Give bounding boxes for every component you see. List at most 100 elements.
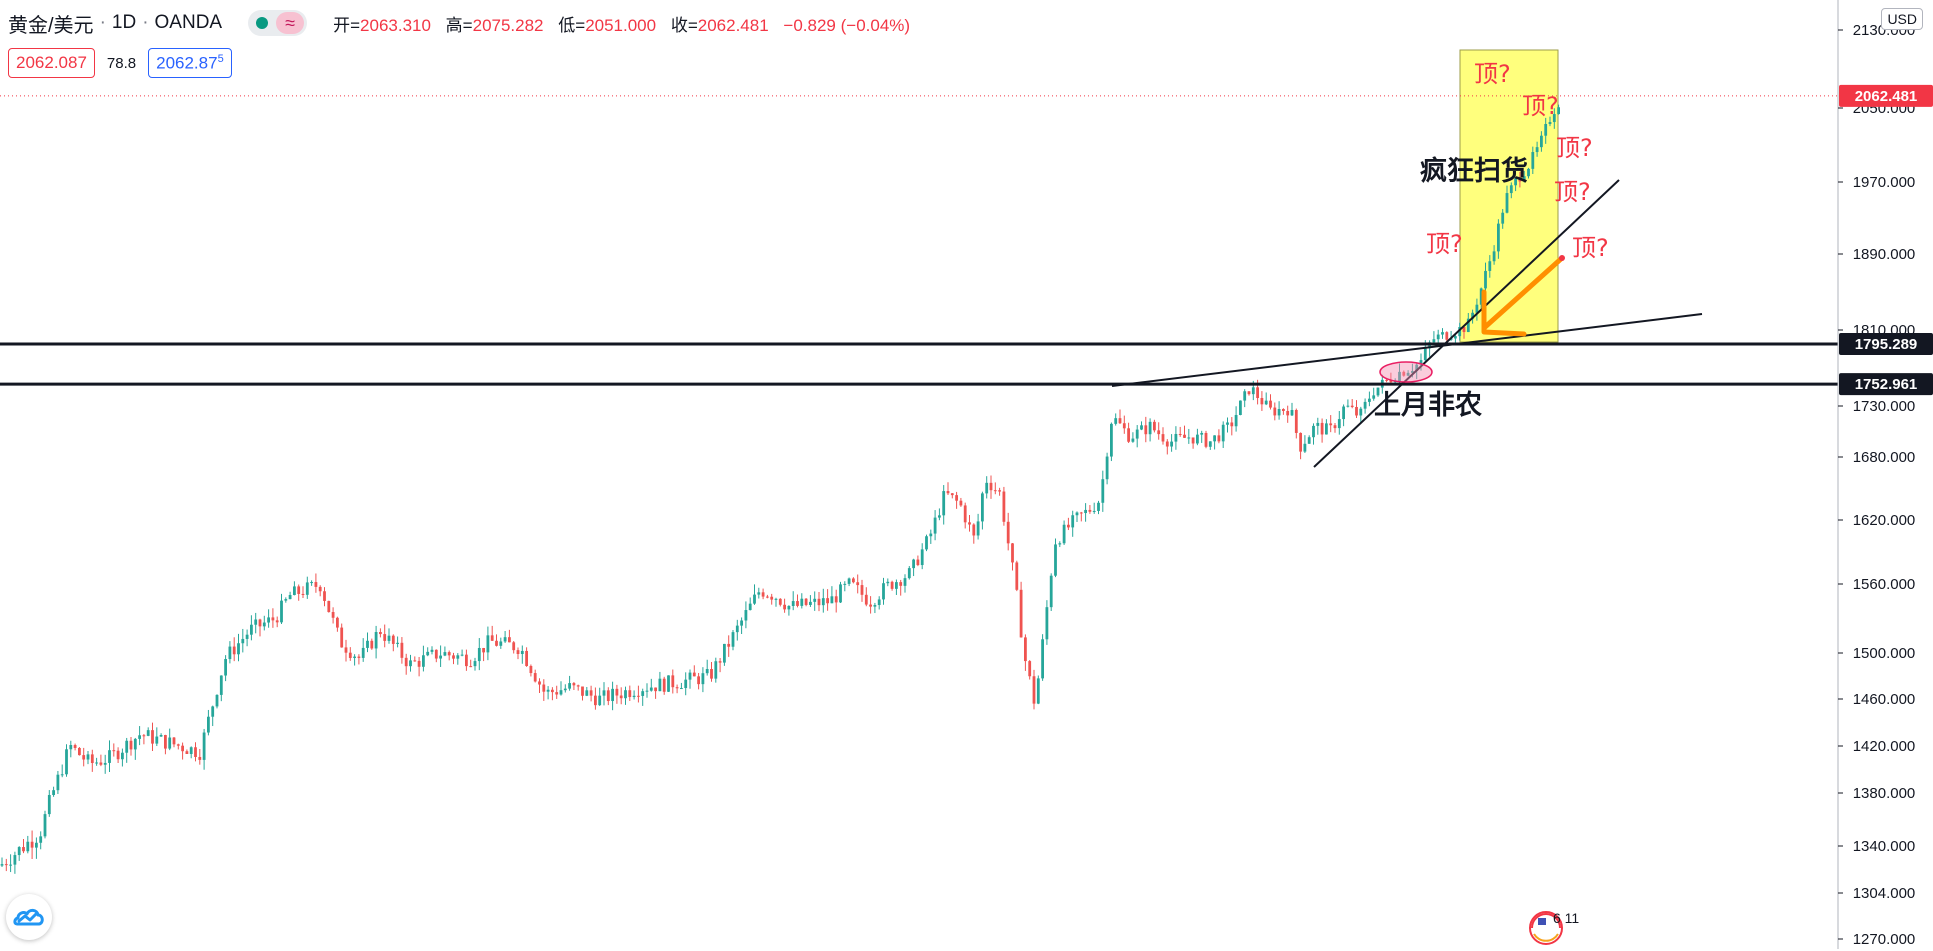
candle bbox=[895, 579, 898, 595]
candle bbox=[1170, 434, 1173, 452]
candle bbox=[215, 694, 219, 709]
candle bbox=[538, 678, 541, 693]
economic-event-marker[interactable] bbox=[1526, 906, 1570, 946]
candle bbox=[654, 687, 657, 699]
candle bbox=[47, 790, 51, 817]
candle bbox=[697, 672, 700, 690]
candle bbox=[804, 598, 808, 607]
wave-icon[interactable]: ≈ bbox=[276, 12, 305, 34]
symbol-name[interactable]: 黄金/美元 bbox=[8, 14, 94, 37]
candle bbox=[731, 629, 735, 651]
candle bbox=[30, 830, 34, 860]
candle bbox=[348, 647, 352, 661]
svg-text:2062.481: 2062.481 bbox=[1855, 88, 1918, 105]
candle bbox=[202, 728, 206, 770]
trendline-rising-flat[interactable] bbox=[1111, 313, 1703, 387]
candle bbox=[671, 669, 675, 694]
price-axis[interactable]: 2130.0002050.0001970.0001890.0001810.000… bbox=[1837, 0, 1933, 949]
candle bbox=[456, 653, 460, 665]
candle bbox=[1062, 520, 1066, 545]
candle bbox=[417, 656, 421, 677]
candle bbox=[293, 581, 296, 596]
sell-price-button[interactable]: 2062.087 bbox=[8, 48, 95, 78]
candle bbox=[843, 581, 847, 592]
candle bbox=[1363, 398, 1367, 414]
horizontal-line-price-label: 1795.289 bbox=[1839, 332, 1933, 355]
candle bbox=[1045, 600, 1049, 645]
candle bbox=[241, 628, 245, 653]
market-status-pill[interactable]: ≈ bbox=[248, 10, 308, 36]
top-question-label: 顶? bbox=[1556, 134, 1593, 162]
high-label: 高= bbox=[445, 15, 473, 35]
candle bbox=[1501, 209, 1505, 229]
buy-price-button[interactable]: 2062.875 bbox=[148, 47, 232, 79]
candle bbox=[1114, 413, 1118, 426]
candle bbox=[1282, 408, 1285, 415]
timeframe-label[interactable]: 1D bbox=[111, 12, 137, 33]
axis-tick-label: 1620.000 bbox=[1853, 512, 1916, 529]
candle bbox=[396, 636, 399, 648]
top-question-label: 顶? bbox=[1522, 92, 1559, 120]
candle bbox=[86, 750, 90, 765]
candle bbox=[56, 770, 60, 795]
candle bbox=[69, 740, 73, 758]
candle bbox=[1234, 406, 1238, 432]
candle bbox=[821, 588, 825, 613]
svg-text:1795.289: 1795.289 bbox=[1855, 336, 1918, 353]
candle bbox=[864, 587, 868, 607]
candle bbox=[628, 685, 632, 701]
candle bbox=[525, 647, 528, 667]
candle bbox=[594, 687, 597, 710]
annotation-label: 疯狂扫货 bbox=[1420, 155, 1528, 187]
currency-button[interactable]: USD bbox=[1881, 8, 1923, 30]
candle bbox=[624, 686, 627, 705]
candle bbox=[151, 722, 154, 751]
candle bbox=[254, 612, 258, 634]
candle bbox=[852, 577, 855, 584]
candle bbox=[340, 623, 344, 648]
candle bbox=[1105, 452, 1109, 485]
candle bbox=[469, 659, 473, 668]
candle bbox=[35, 837, 38, 859]
candle bbox=[477, 638, 481, 671]
candle bbox=[1505, 185, 1509, 214]
candle bbox=[159, 733, 163, 737]
candle bbox=[912, 558, 915, 577]
candle bbox=[576, 684, 580, 691]
candle bbox=[585, 687, 589, 697]
candle bbox=[1200, 430, 1204, 443]
candle bbox=[1355, 400, 1358, 418]
candle bbox=[1161, 427, 1165, 445]
us-flag-event-icon bbox=[1529, 911, 1563, 945]
candle bbox=[714, 657, 718, 683]
candle bbox=[271, 608, 275, 628]
candle bbox=[1544, 117, 1548, 144]
candle bbox=[963, 502, 967, 529]
tradingview-logo[interactable] bbox=[6, 894, 52, 940]
candle bbox=[1320, 418, 1324, 443]
candle bbox=[1006, 512, 1010, 551]
candle bbox=[9, 854, 12, 873]
candle bbox=[116, 747, 120, 764]
candle bbox=[1290, 402, 1294, 416]
candle bbox=[933, 510, 937, 541]
candle bbox=[1273, 402, 1277, 421]
candle bbox=[486, 626, 490, 661]
candle bbox=[318, 585, 322, 597]
candle bbox=[1402, 370, 1406, 377]
open-value: 2063.310 bbox=[360, 15, 431, 35]
candle bbox=[675, 684, 679, 694]
candle bbox=[447, 650, 451, 661]
candle bbox=[1088, 505, 1092, 514]
trendline-rising-steep[interactable] bbox=[1313, 179, 1620, 468]
candle bbox=[383, 624, 387, 648]
candle bbox=[361, 638, 365, 662]
candle bbox=[533, 669, 537, 683]
candle bbox=[847, 577, 851, 587]
candle bbox=[959, 497, 963, 507]
candle bbox=[1144, 416, 1148, 443]
candle bbox=[839, 581, 842, 604]
candle bbox=[606, 687, 610, 706]
candle bbox=[168, 728, 172, 751]
